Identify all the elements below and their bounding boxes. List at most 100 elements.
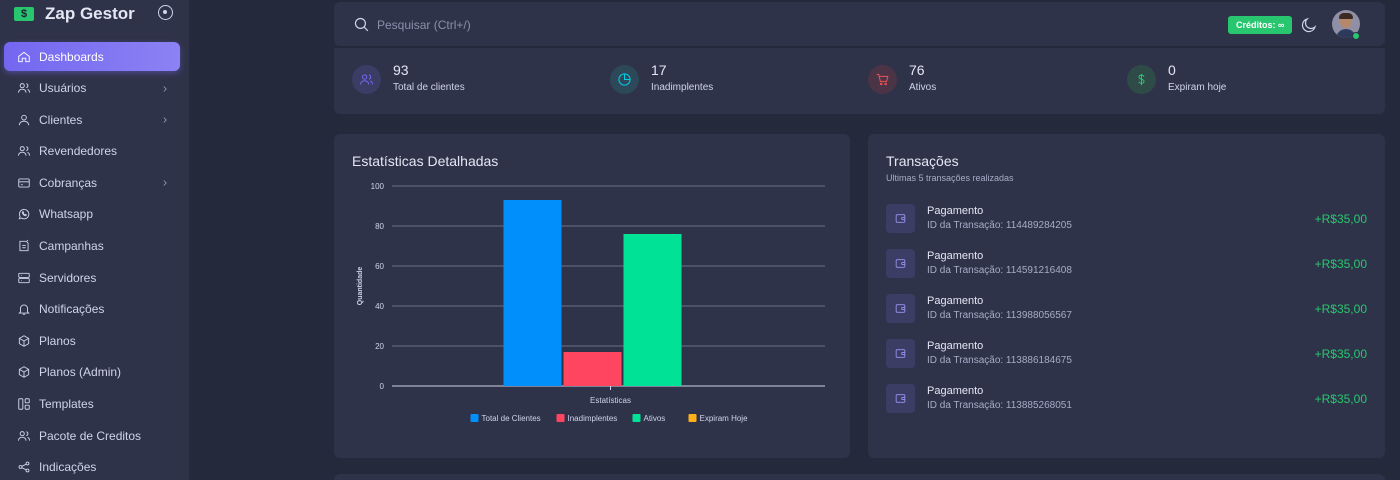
transaction-row[interactable]: Pagamento ID da Transação: 113885268051 +R…: [886, 384, 1367, 414]
sidebar-item-templates[interactable]: Templates: [4, 390, 180, 419]
stat-value: 76: [909, 62, 925, 78]
transaction-row[interactable]: Pagamento ID da Transação: 113988056567 +R…: [886, 294, 1367, 324]
sidebar-item-indicacoes[interactable]: Indicações: [4, 453, 180, 480]
whatsapp-icon: [17, 207, 31, 221]
transaction-amount: +R$35,00: [1314, 302, 1367, 316]
cart-icon: [868, 65, 897, 94]
moon-icon[interactable]: [1300, 16, 1318, 34]
legend-marker: [688, 414, 697, 422]
bar-inadimplentes: [563, 352, 622, 386]
transaction-amount: +R$35,00: [1314, 212, 1367, 226]
users-icon: [17, 429, 31, 443]
stat-label: Inadimplentes: [651, 82, 714, 93]
search-icon[interactable]: [353, 16, 370, 33]
stat-item: 76 Ativos: [868, 62, 936, 94]
wallet-icon: [886, 294, 915, 323]
sidebar-toggle-icon[interactable]: [158, 5, 173, 20]
box-icon: [17, 365, 31, 379]
share-icon: [17, 460, 31, 474]
currency-dollar-icon: [1127, 65, 1156, 94]
legend-marker: [632, 414, 641, 422]
transaction-title: Pagamento: [927, 385, 984, 397]
sidebar: $ Zap Gestor Dashboards Usuários Clientes R…: [0, 0, 189, 480]
transaction-title: Pagamento: [927, 295, 984, 307]
transaction-row[interactable]: Pagamento ID da Transação: 114591216408 +R…: [886, 249, 1367, 279]
stat-value: 17: [651, 62, 667, 78]
y-tick-label: 0: [380, 382, 385, 391]
stat-value: 0: [1168, 62, 1176, 78]
transaction-title: Pagamento: [927, 205, 984, 217]
sidebar-item-notificacoes[interactable]: Notificações: [4, 295, 180, 324]
stat-item: 0 Expiram hoje: [1127, 62, 1226, 94]
transactions-title: Transações: [886, 153, 959, 169]
sidebar-item-dashboards[interactable]: Dashboards: [4, 42, 180, 71]
transaction-id: ID da Transação: 114591216408: [927, 265, 1072, 276]
legend-label: Ativos: [644, 414, 666, 423]
transaction-amount: +R$35,00: [1314, 257, 1367, 271]
sidebar-item-servidores[interactable]: Servidores: [4, 263, 180, 292]
transaction-title: Pagamento: [927, 250, 984, 262]
y-axis-title: Quantidade: [357, 267, 364, 306]
sidebar-item-revendedores[interactable]: Revendedores: [4, 137, 180, 166]
search-input[interactable]: [377, 15, 677, 35]
legend-label: Expiram Hoje: [700, 414, 749, 423]
sidebar-menu: Dashboards Usuários Clientes Revendedores Co…: [4, 42, 180, 480]
sidebar-item-label: Indicações: [39, 460, 97, 475]
legend-label: Inadimplentes: [568, 414, 618, 423]
users-icon: [352, 65, 381, 94]
stat-item: 17 Inadimplentes: [610, 62, 713, 94]
sidebar-item-planos[interactable]: Planos: [4, 326, 180, 355]
transaction-id: ID da Transação: 113988056567: [927, 310, 1072, 321]
brand[interactable]: $ Zap Gestor: [14, 4, 135, 24]
transaction-amount: +R$35,00: [1314, 392, 1367, 406]
legend-marker: [556, 414, 565, 422]
y-tick-label: 80: [375, 222, 384, 231]
bell-icon: [17, 302, 31, 316]
chart-card-title: Estatísticas Detalhadas: [352, 153, 499, 169]
sidebar-item-label: Planos (Admin): [39, 365, 122, 380]
box-icon: [17, 334, 31, 348]
transactions-card: Transações Ultimas 5 transações realizad…: [868, 134, 1385, 458]
stat-label: Expiram hoje: [1168, 82, 1227, 93]
campaign-icon: [17, 239, 31, 253]
sidebar-item-label: Templates: [39, 397, 94, 412]
avatar[interactable]: [1332, 10, 1360, 38]
sidebar-item-label: Notificações: [39, 302, 105, 317]
wallet-icon: [886, 384, 915, 413]
bar-total-de-clientes: [503, 200, 562, 386]
credit-card-icon: [17, 176, 31, 190]
sidebar-item-pacote-de-creditos[interactable]: Pacote de Creditos: [4, 421, 180, 450]
credits-badge[interactable]: Créditos: ∞: [1228, 16, 1293, 34]
y-tick-label: 40: [375, 302, 384, 311]
transaction-row[interactable]: Pagamento ID da Transação: 114489284205 +R…: [886, 204, 1367, 234]
user-icon: [17, 113, 31, 127]
stats-bar: 93 Total de clientes 17 Inadimplentes 76 Ativ…: [334, 48, 1385, 114]
sidebar-item-label: Campanhas: [39, 239, 104, 254]
stat-label: Ativos: [909, 82, 937, 93]
chevron-right-icon: [160, 114, 170, 124]
sidebar-item-label: Clientes: [39, 112, 83, 127]
transaction-id: ID da Transação: 113885268051: [927, 400, 1072, 411]
transaction-id: ID da Transação: 113886184675: [927, 355, 1072, 366]
chevron-right-icon: [160, 83, 170, 93]
topbar: Créditos: ∞: [334, 2, 1385, 46]
sidebar-item-usuarios[interactable]: Usuários: [4, 74, 180, 103]
y-tick-label: 20: [375, 342, 384, 351]
legend-label: Total de Clientes: [482, 414, 541, 423]
templates-icon: [17, 397, 31, 411]
online-status-dot: [1352, 32, 1360, 40]
sidebar-item-campanhas[interactable]: Campanhas: [4, 232, 180, 261]
sidebar-item-label: Planos: [39, 333, 76, 348]
home-icon: [17, 50, 31, 64]
sidebar-item-cobrancas[interactable]: Cobranças: [4, 168, 180, 197]
bar-ativos: [623, 234, 682, 386]
sidebar-item-planos-admin[interactable]: Planos (Admin): [4, 358, 180, 387]
x-tick-label: Estatísticas: [590, 396, 631, 405]
sidebar-item-clientes[interactable]: Clientes: [4, 105, 180, 134]
sidebar-item-whatsapp[interactable]: Whatsapp: [4, 200, 180, 229]
transaction-title: Pagamento: [927, 340, 984, 352]
sidebar-item-label: Servidores: [39, 270, 97, 285]
sidebar-item-label: Revendedores: [39, 144, 118, 159]
wallet-icon: [886, 339, 915, 368]
transaction-row[interactable]: Pagamento ID da Transação: 113886184675 +R…: [886, 339, 1367, 369]
